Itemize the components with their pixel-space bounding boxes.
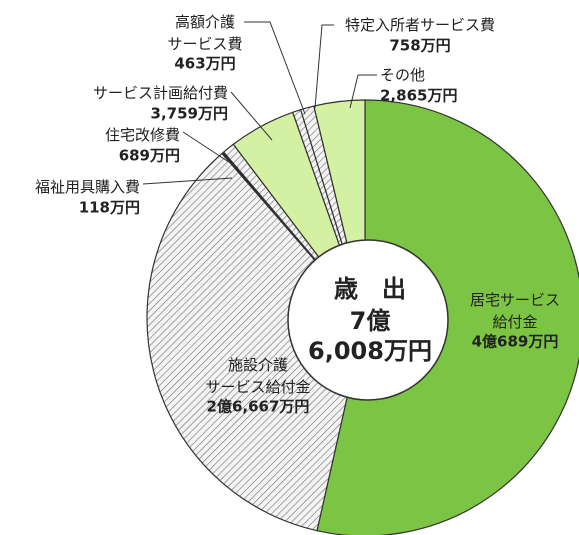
value-label: 3,759万円: [151, 105, 228, 123]
center-total: 6,008万円: [308, 337, 432, 365]
value-label: 4億689万円: [472, 333, 559, 351]
value-label: 758万円: [389, 37, 450, 55]
leader-line: [182, 131, 239, 169]
center-title: 歳 出: [334, 275, 406, 303]
leader-line: [230, 91, 273, 141]
value-label: 689万円: [119, 147, 180, 165]
center-total: 7億: [350, 307, 391, 335]
value-label: 2,865万円: [380, 87, 457, 105]
category-label: その他: [380, 66, 425, 84]
category-label: 特定入所者サービス費: [345, 16, 495, 34]
leader-line: [314, 24, 334, 109]
leader-line: [142, 177, 233, 185]
category-label: 住宅改修費: [105, 126, 180, 144]
donut-hole: [287, 239, 449, 401]
category-label: 居宅サービス給付金: [470, 291, 560, 331]
value-label: 2億6,667万円: [207, 398, 310, 416]
category-label: 高額介護サービス費: [167, 13, 242, 53]
category-label: 福祉用具購入費: [35, 178, 140, 196]
value-label: 463万円: [174, 55, 235, 73]
leader-line: [244, 21, 306, 115]
slice: [146, 152, 366, 532]
value-label: 118万円: [79, 199, 140, 217]
category-label: サービス計画給付費: [93, 84, 228, 102]
leader-line: [349, 74, 377, 109]
category-label: 施設介護サービス給付金: [205, 356, 310, 396]
